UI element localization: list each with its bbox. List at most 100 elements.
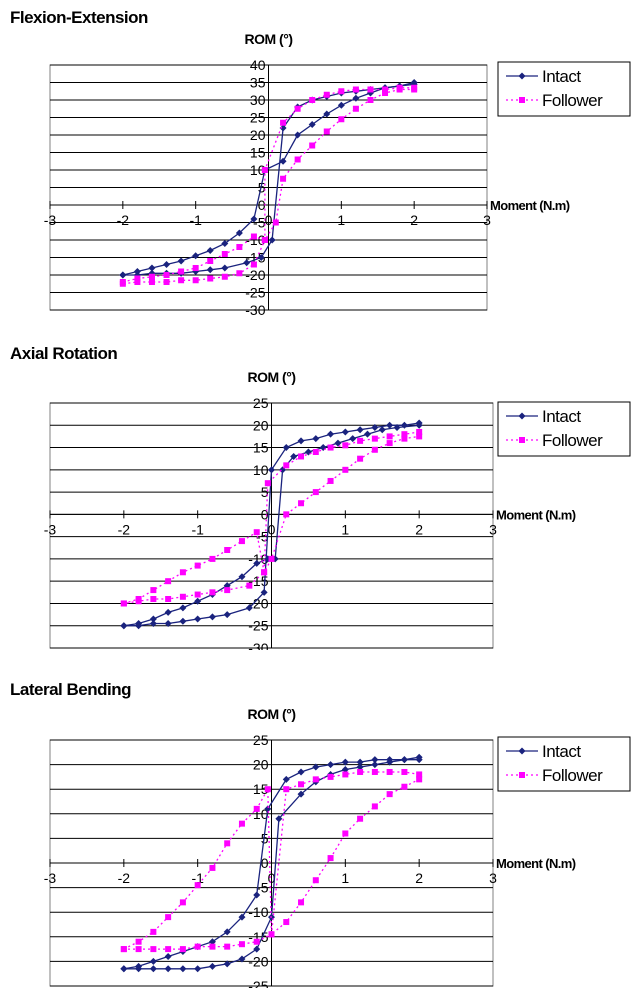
- x-tick-label: 1: [341, 521, 349, 537]
- data-point-intact: [238, 955, 246, 963]
- y-tick-label: -30: [245, 302, 265, 318]
- x-tick-label: 0: [268, 870, 276, 886]
- data-point-intact: [415, 419, 423, 427]
- x-tick-label: 1: [341, 870, 349, 886]
- data-point-intact: [194, 615, 202, 623]
- data-point-intact: [297, 437, 305, 445]
- data-point-follower: [312, 776, 319, 783]
- legend-marker: [518, 72, 526, 80]
- data-point-intact: [282, 444, 290, 452]
- data-point-follower: [238, 538, 245, 545]
- legend-box: [497, 61, 631, 117]
- data-point-follower: [179, 593, 186, 600]
- data-point-follower: [268, 931, 275, 938]
- legend-label: Follower: [542, 766, 603, 785]
- data-point-follower: [357, 815, 364, 822]
- data-point-follower: [150, 587, 157, 594]
- data-point-intact: [294, 131, 302, 139]
- data-point-intact: [194, 965, 202, 973]
- data-point-intact: [386, 421, 394, 429]
- y-tick-label: 10: [253, 462, 269, 478]
- data-point-follower: [264, 480, 271, 487]
- data-point-follower: [327, 444, 334, 451]
- data-point-follower: [416, 428, 423, 435]
- data-point-intact: [221, 240, 229, 247]
- x-tick-label: -1: [191, 870, 204, 886]
- data-point-intact: [208, 938, 216, 946]
- data-point-intact: [290, 452, 298, 460]
- x-tick-label: 3: [483, 212, 491, 228]
- data-point-follower: [312, 877, 319, 884]
- x-axis-title: Moment (N.m): [490, 198, 570, 213]
- chart-title: Flexion-Extension: [10, 8, 148, 27]
- data-point-intact: [243, 259, 251, 267]
- data-point-follower: [283, 462, 290, 469]
- data-point-follower: [150, 946, 157, 953]
- data-point-follower: [401, 435, 408, 442]
- data-point-intact: [149, 965, 157, 973]
- data-point-follower: [236, 270, 243, 277]
- y-tick-label: -10: [245, 232, 265, 248]
- legend-label: Follower: [542, 431, 603, 450]
- data-point-follower: [371, 768, 378, 775]
- data-point-follower: [367, 97, 374, 103]
- x-tick-label: 0: [268, 521, 276, 537]
- data-point-intact: [378, 426, 386, 434]
- y-tick-label: -25: [245, 285, 265, 301]
- data-point-intact: [312, 435, 320, 443]
- y-tick-label: 20: [253, 757, 269, 773]
- data-point-follower: [338, 116, 345, 123]
- data-point-follower: [411, 84, 418, 91]
- data-point-follower: [135, 938, 142, 945]
- data-point-follower: [338, 88, 345, 95]
- data-point-intact: [400, 421, 408, 429]
- y-tick-label: 20: [253, 417, 269, 433]
- data-point-follower: [179, 899, 186, 906]
- y-tick-label: 15: [253, 781, 269, 797]
- data-point-follower: [163, 279, 170, 285]
- data-point-follower: [221, 273, 228, 280]
- data-point-follower: [207, 258, 214, 264]
- x-tick-label: 2: [415, 521, 423, 537]
- data-point-follower: [386, 440, 393, 447]
- data-point-follower: [253, 805, 260, 812]
- y-tick-label: 40: [250, 57, 266, 73]
- data-point-follower: [253, 529, 260, 536]
- data-point-follower: [148, 279, 155, 285]
- data-point-follower: [207, 275, 214, 282]
- y-tick-label: -20: [248, 953, 268, 969]
- series-line-follower: [122, 88, 415, 283]
- y-tick-label: -15: [248, 573, 268, 589]
- data-point-follower: [327, 477, 334, 484]
- data-point-follower: [165, 914, 172, 921]
- data-point-follower: [298, 781, 305, 788]
- y-tick-label: 25: [253, 395, 269, 411]
- y-tick-label: -20: [248, 595, 268, 611]
- data-point-intact: [260, 588, 268, 596]
- y-tick-label: 20: [250, 127, 266, 143]
- y-tick-label: 35: [250, 75, 266, 91]
- data-point-intact: [257, 254, 265, 261]
- data-point-intact: [297, 768, 305, 776]
- data-point-follower: [120, 600, 127, 607]
- data-point-follower: [194, 562, 201, 569]
- x-tick-label: 1: [337, 212, 345, 228]
- data-point-follower: [238, 820, 245, 827]
- data-point-intact: [163, 261, 171, 268]
- data-point-follower: [264, 786, 271, 793]
- data-point-follower: [312, 489, 319, 496]
- data-point-intact: [148, 264, 156, 272]
- data-point-intact: [208, 613, 216, 621]
- y-tick-label: -5: [256, 880, 269, 896]
- legend-label: Follower: [542, 91, 603, 110]
- legend: Intact Follower: [497, 736, 631, 792]
- series-line-follower: [123, 431, 420, 605]
- y-tick-label: -25: [248, 618, 268, 634]
- data-point-intact: [223, 928, 231, 936]
- legend: Intact Follower: [497, 61, 631, 117]
- data-point-intact: [386, 758, 394, 766]
- data-point-intact: [268, 466, 275, 474]
- legend-marker: [519, 97, 525, 103]
- data-point-follower: [342, 771, 349, 778]
